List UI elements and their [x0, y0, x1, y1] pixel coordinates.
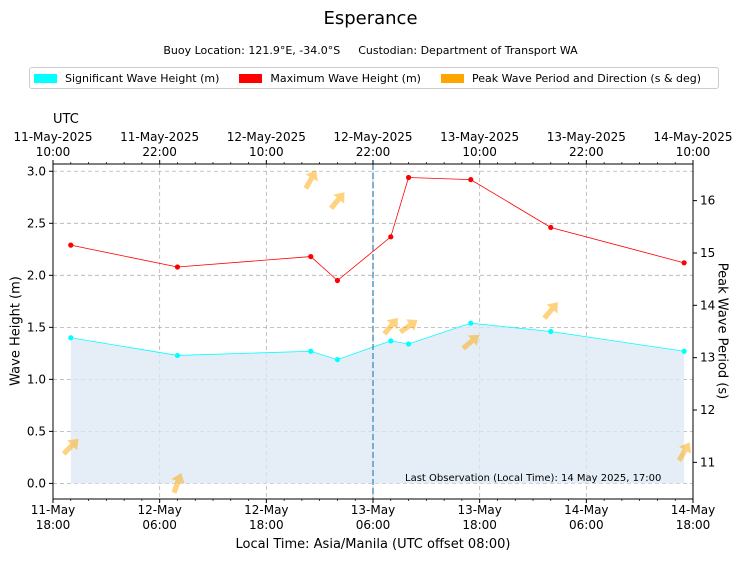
- x-tick-label-time: 06:00: [569, 518, 604, 532]
- legend-swatch-maximum: [239, 73, 263, 83]
- maximum-wave-point: [468, 177, 474, 183]
- peak-period-arrow: [542, 302, 558, 320]
- legend-label-maximum: Maximum Wave Height (m): [270, 71, 421, 85]
- chart-title: Esperance: [323, 8, 418, 29]
- legend-item-maximum: Maximum Wave Height (m): [239, 72, 421, 85]
- peak-period-arrow-shape: [171, 472, 185, 494]
- top-tick-label-time: 10:00: [676, 145, 711, 159]
- y-right-tick-label: 15: [700, 246, 715, 260]
- top-tick-label-date: 12-May-2025: [227, 130, 306, 144]
- peak-period-arrow: [676, 442, 692, 462]
- x-tick-label-date: 12-May: [244, 503, 288, 517]
- maximum-wave-point: [308, 253, 314, 260]
- maximum-wave-point: [174, 264, 181, 270]
- top-tick-label-date: 11-May-2025: [13, 130, 92, 144]
- significant-wave-point: [174, 352, 181, 359]
- significant-wave-point: [388, 338, 394, 344]
- top-tick-label-time: 22:00: [569, 145, 604, 159]
- top-tick-label-date: 14-May-2025: [653, 130, 732, 144]
- legend-item-peak: Peak Wave Period and Direction (s & deg): [440, 71, 702, 85]
- x-tick-label-date: 11-May: [31, 503, 75, 517]
- maximum-wave-point: [405, 174, 412, 181]
- significant-wave-point: [548, 328, 554, 335]
- y-axis-right-label: Peak Wave Period (s): [714, 262, 730, 400]
- peak-period-arrow-shape: [61, 438, 79, 456]
- legend-swatch-peak: [440, 73, 464, 83]
- maximum-wave-point: [388, 234, 394, 240]
- peak-period-arrow-shape: [676, 442, 692, 462]
- y-tick-label: 3.0: [27, 164, 46, 178]
- peak-period-arrow: [61, 438, 79, 456]
- x-tick-label-date: 13-May: [351, 503, 395, 517]
- peak-period-arrow: [171, 472, 185, 494]
- maximum-wave-line: [70, 177, 685, 282]
- y-right-tick-label: 13: [700, 351, 715, 365]
- y-right-tick-label: 16: [700, 194, 715, 208]
- maximum-wave-point: [548, 224, 554, 231]
- top-tick-label-time: 22:00: [142, 145, 177, 159]
- custodian: Custodian: Department of Transport WA: [358, 44, 578, 57]
- x-tick-label-date: 14-May: [564, 503, 608, 517]
- peak-period-arrow: [461, 334, 480, 351]
- top-tick-label-date: 13-May-2025: [440, 130, 519, 144]
- top-tick-label-date: 11-May-2025: [120, 130, 199, 144]
- significant-wave-point: [681, 348, 687, 354]
- x-tick-label-time: 18:00: [249, 518, 284, 532]
- y-tick-label: 2.0: [27, 268, 46, 282]
- y-right-tick-label: 11: [700, 455, 715, 469]
- x-tick-label-time: 18:00: [36, 518, 71, 532]
- top-tick-label-date: 13-May-2025: [547, 130, 626, 144]
- y-tick-label: 0.5: [27, 424, 46, 438]
- last-observation-note: Last Observation (Local Time): 14 May 20…: [405, 473, 662, 484]
- maximum-wave-point: [334, 277, 341, 284]
- maximum-wave-point: [68, 242, 74, 248]
- x-tick-label-time: 18:00: [676, 518, 711, 532]
- peak-period-arrow: [382, 317, 398, 336]
- x-tick-label-date: 13-May: [457, 503, 501, 517]
- x-tick-label-time: 18:00: [462, 518, 497, 532]
- legend: Significant Wave Height (m) Maximum Wave…: [29, 67, 719, 89]
- peak-period-arrow: [398, 319, 418, 335]
- peak-period-arrow-shape: [542, 302, 558, 320]
- y-axis-label: Wave Height (m): [8, 276, 24, 386]
- x-tick-label-time: 06:00: [142, 518, 177, 532]
- legend-swatch-significant: [34, 73, 57, 83]
- peak-period-arrow-shape: [382, 317, 398, 336]
- legend-label-peak: Peak Wave Period and Direction (s & deg): [471, 71, 702, 85]
- y-right-tick-label: 14: [700, 298, 715, 312]
- x-axis-label: Local Time: Asia/Manila (UTC offset 08:0…: [235, 537, 511, 552]
- buoy-location: Buoy Location: 121.9°E, -34.0°S: [163, 44, 341, 57]
- chart-subtitle: Buoy Location: 121.9°E, -34.0°S Custodian…: [0, 44, 741, 57]
- y-tick-label: 1.0: [27, 372, 46, 386]
- peak-period-arrow-shape: [461, 334, 480, 351]
- top-tick-label-time: 10:00: [462, 145, 497, 159]
- x-tick-label-time: 06:00: [356, 518, 391, 532]
- peak-period-arrow-shape: [398, 319, 418, 335]
- y-right-tick-label: 12: [700, 403, 715, 417]
- top-tick-label-date: 12-May-2025: [333, 130, 412, 144]
- legend-item-significant: Significant Wave Height (m): [34, 72, 219, 85]
- significant-wave-point: [308, 348, 314, 354]
- legend-label-significant: Significant Wave Height (m): [65, 71, 220, 85]
- top-tick-label-time: 22:00: [356, 145, 391, 159]
- y-tick-label: 1.5: [27, 320, 46, 334]
- top-tick-label-time: 10:00: [36, 145, 71, 159]
- y-tick-label: 2.5: [27, 216, 46, 230]
- peak-period-arrow: [303, 170, 318, 190]
- top-tick-label-time: 10:00: [249, 145, 284, 159]
- y-tick-label: 0.0: [27, 476, 46, 490]
- top-axis-label: UTC: [53, 112, 79, 127]
- peak-period-arrow-shape: [329, 192, 345, 210]
- peak-period-arrow-shape: [303, 170, 318, 190]
- significant-wave-point: [68, 335, 74, 341]
- significant-wave-area: [70, 323, 685, 484]
- significant-wave-point: [334, 356, 341, 363]
- peak-period-arrow: [329, 192, 345, 210]
- x-tick-label-date: 14-May: [671, 503, 715, 517]
- x-tick-label-date: 12-May: [137, 503, 181, 517]
- significant-wave-point: [405, 341, 412, 347]
- significant-wave-point: [468, 320, 474, 326]
- maximum-wave-point: [681, 260, 687, 266]
